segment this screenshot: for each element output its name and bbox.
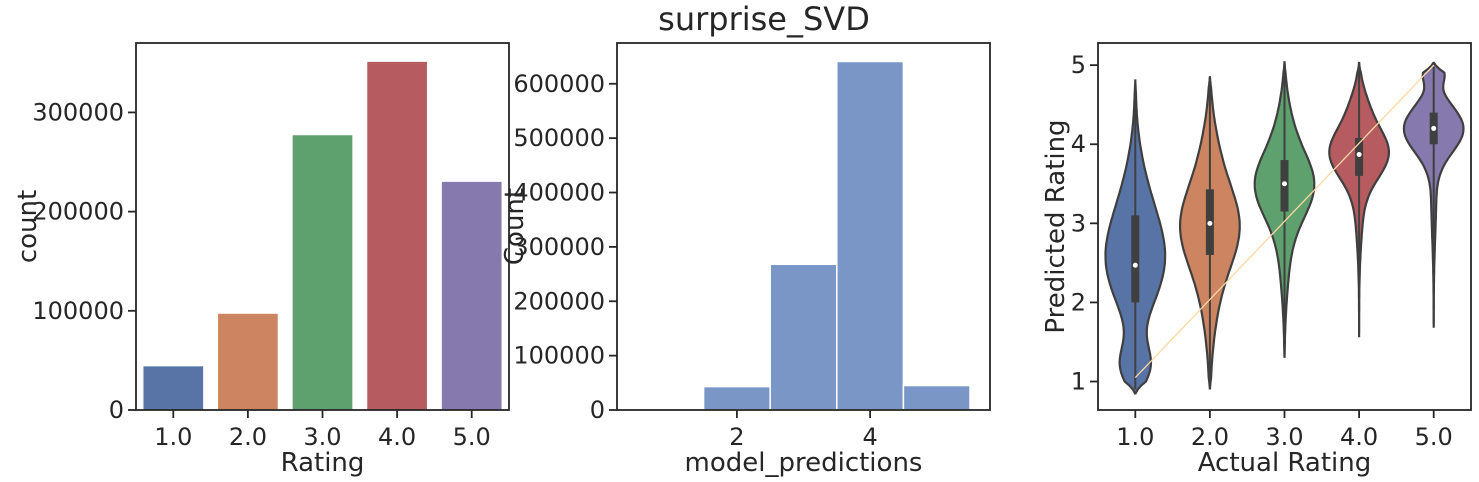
violin-median: [1431, 125, 1437, 131]
histogram-bar: [702, 385, 771, 411]
chart-prediction-histogram: 0 100000 200000 300000 400000 500000 600000 2 4m…: [500, 42, 991, 478]
x-tick-label: 5.0: [1415, 423, 1453, 451]
violin-median: [1282, 181, 1287, 187]
figure-title: surprise_SVD: [658, 0, 870, 38]
x-tick-label: 4: [862, 423, 877, 451]
y-tick-label: 3: [1071, 209, 1086, 237]
x-tick-label: 4.0: [1340, 423, 1378, 451]
y-tick-label: 1: [1071, 368, 1086, 396]
violin-median: [1207, 220, 1213, 226]
chart-rating-count: 0 100000 200000 300000 1.0 2.0 3.0 4.0 5.0 Rating…: [13, 42, 510, 478]
y-tick-label: 500000: [513, 124, 605, 152]
x-axis-label: Rating: [281, 448, 365, 478]
y-tick-label: 300000: [32, 98, 124, 126]
x-tick-label: 2.0: [1191, 423, 1229, 451]
x-tick-label: 1.0: [1116, 423, 1154, 451]
x-axis-label: Actual Rating: [1198, 448, 1372, 478]
violin-median: [1356, 152, 1362, 158]
x-tick-label: 2: [729, 423, 744, 451]
bar: [218, 313, 278, 410]
x-tick-label: 3.0: [303, 423, 341, 451]
y-tick-label: 100000: [513, 342, 605, 370]
y-tick-label: 300000: [513, 233, 605, 261]
y-tick-label: 200000: [32, 198, 124, 226]
y-tick-label: 2: [1071, 288, 1086, 316]
bar: [441, 181, 502, 410]
x-tick-label: 3.0: [1265, 423, 1303, 451]
plot-frame: [616, 42, 991, 411]
reference-line: [1134, 64, 1435, 379]
y-tick-label: 5: [1071, 51, 1086, 79]
histogram-bar: [769, 263, 838, 411]
histogram-bar: [902, 384, 971, 411]
bar: [367, 61, 427, 410]
violin-iqr-box: [1131, 215, 1140, 303]
chart-violin-predicted-vs-actual: 1 2 3 4 5 1.0 2.0 3.0 4.0 5.0 Actual Rating Predict…: [1041, 42, 1472, 478]
y-tick-label: 0: [590, 396, 605, 424]
y-axis-label: count: [13, 190, 43, 263]
x-tick-label: 1.0: [154, 423, 192, 451]
y-tick-label: 600000: [513, 70, 605, 98]
x-axis-label: model_predictions: [685, 448, 923, 478]
x-tick-label: 4.0: [378, 423, 416, 451]
y-tick-label: 0: [109, 396, 124, 424]
bar: [292, 135, 353, 410]
bar: [143, 366, 204, 410]
x-tick-label: 5.0: [453, 423, 491, 451]
y-tick-label: 400000: [513, 179, 605, 207]
y-tick-label: 100000: [32, 297, 124, 325]
y-tick-label: 200000: [513, 287, 605, 315]
x-tick-label: 2.0: [229, 423, 267, 451]
histogram-bar: [836, 60, 905, 411]
y-tick-label: 4: [1071, 130, 1086, 158]
y-axis-label: Count: [500, 188, 530, 265]
violin-median: [1132, 262, 1138, 268]
y-axis-label: Predicted Rating: [1041, 119, 1071, 333]
